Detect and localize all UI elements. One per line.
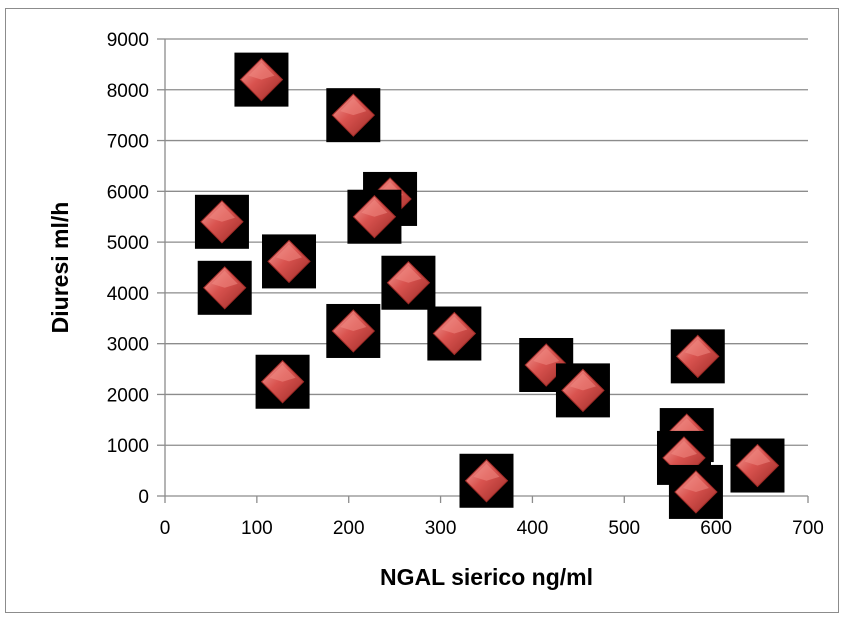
- diamond-highlight: [361, 199, 388, 217]
- data-point: [255, 354, 310, 409]
- y-tick-label: 8000: [107, 81, 149, 102]
- diamond-highlight: [211, 270, 238, 288]
- diamond-highlight: [276, 244, 303, 262]
- chart-frame: [5, 8, 839, 613]
- y-tick-label: 1000: [107, 436, 149, 457]
- data-point: [381, 255, 436, 310]
- y-tick-label: 4000: [107, 284, 149, 305]
- data-point: [326, 303, 381, 358]
- diamond-highlight: [682, 474, 709, 492]
- y-tick-label: 3000: [107, 335, 149, 356]
- data-point: [262, 234, 317, 289]
- data-point: [326, 88, 381, 143]
- diamond-highlight: [269, 364, 296, 382]
- x-tick-label: 600: [700, 518, 732, 539]
- x-tick-label: 100: [241, 518, 273, 539]
- data-point: [668, 464, 723, 519]
- y-tick-label: 6000: [107, 182, 149, 203]
- diamond-highlight: [473, 463, 500, 481]
- diamond-highlight: [340, 98, 367, 116]
- x-axis-title: NGAL sierico ng/ml: [380, 564, 593, 590]
- x-tick-label: 300: [425, 518, 457, 539]
- data-point: [197, 260, 252, 315]
- diamond-highlight: [673, 418, 700, 436]
- data-point: [234, 52, 289, 107]
- diamond-highlight: [395, 265, 422, 283]
- data-point: [194, 194, 249, 249]
- y-tick-label: 0: [138, 487, 149, 508]
- diamond-highlight: [441, 316, 468, 334]
- diamond-marker: [331, 93, 376, 137]
- x-tick-label: 500: [608, 518, 640, 539]
- x-tick-label: 700: [792, 518, 824, 539]
- data-point: [347, 189, 402, 244]
- tick-labels: 0 1000 2000 3000 4000 5000 6000 7000 8000 9000 0 10…: [107, 30, 824, 539]
- diamond-highlight: [340, 313, 367, 331]
- diamond-highlight: [208, 204, 235, 222]
- y-tick-label: 7000: [107, 132, 149, 153]
- data-point: [459, 453, 514, 508]
- y-tick-label: 2000: [107, 385, 149, 406]
- y-tick-label: 5000: [107, 233, 149, 254]
- diamond-highlight: [670, 440, 697, 458]
- diamond-marker: [674, 470, 718, 514]
- y-tick-label: 9000: [107, 30, 149, 51]
- diamond-highlight: [248, 62, 275, 80]
- data-point: [555, 363, 610, 418]
- data-points: [194, 52, 785, 519]
- x-tick-label: 200: [333, 518, 365, 539]
- data-point: [670, 329, 725, 384]
- diamond-highlight: [533, 347, 560, 365]
- x-tick-label: 0: [160, 518, 171, 539]
- diamond-highlight: [569, 373, 596, 391]
- x-tick-label: 400: [517, 518, 549, 539]
- y-axis-title: Diuresi ml/h: [47, 202, 73, 334]
- diamond-highlight: [744, 448, 771, 466]
- diamond-highlight: [684, 339, 711, 357]
- data-point: [730, 438, 785, 493]
- data-point: [427, 306, 482, 361]
